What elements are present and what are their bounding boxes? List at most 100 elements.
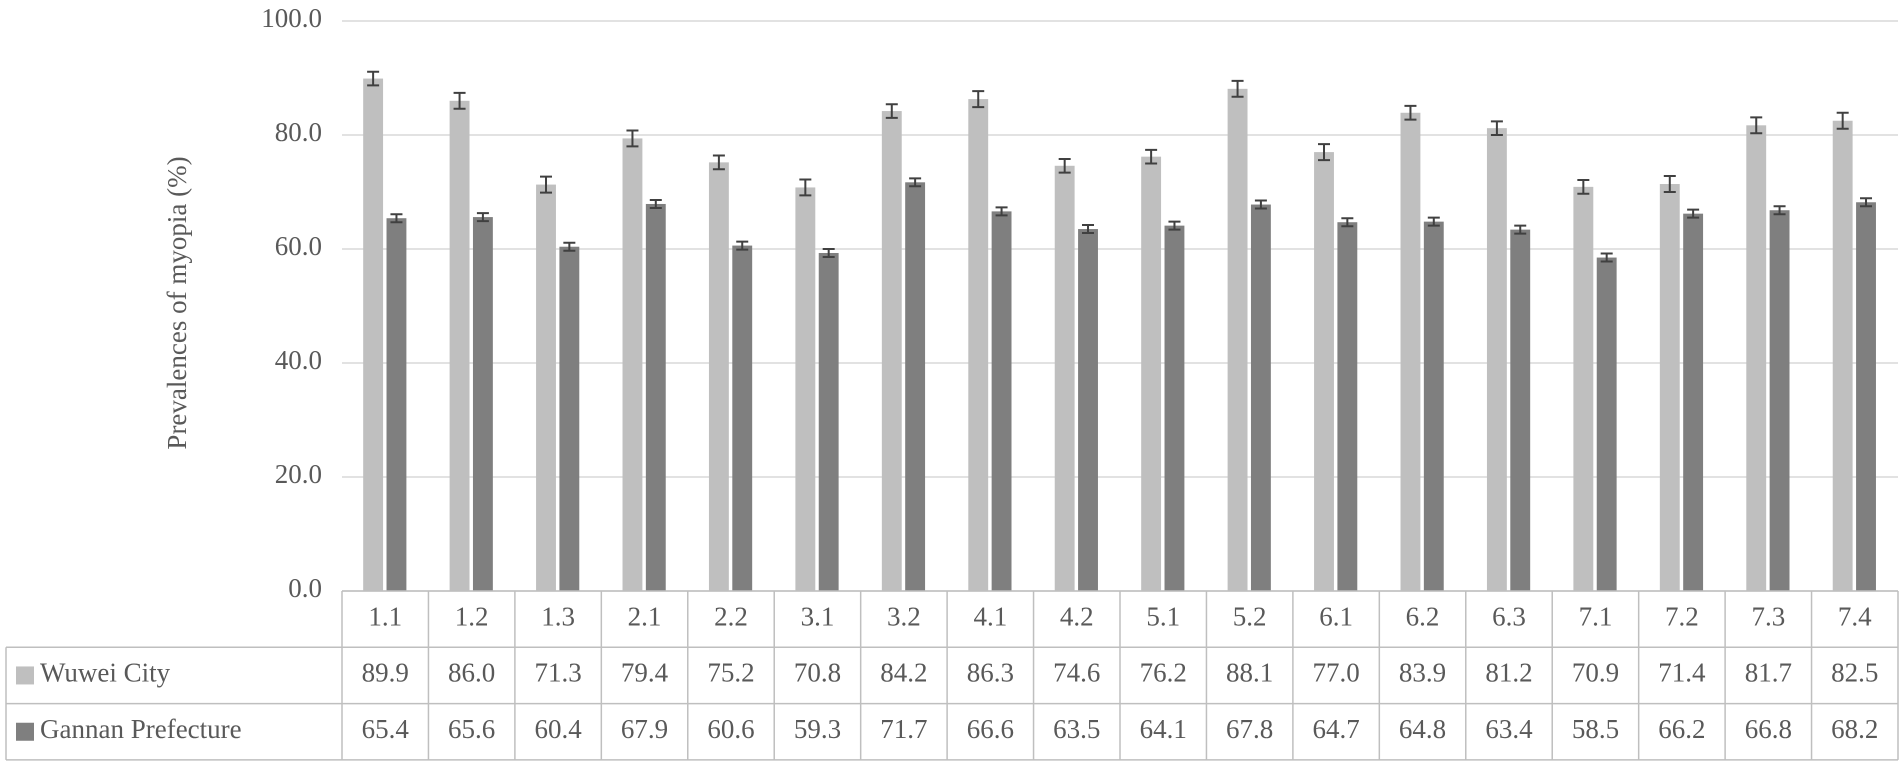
data-label: 71.7 bbox=[880, 714, 927, 744]
y-tick-label: 80.0 bbox=[275, 117, 322, 147]
data-label: 66.8 bbox=[1745, 714, 1792, 744]
x-tick-label: 6.1 bbox=[1319, 601, 1353, 631]
bar bbox=[1832, 120, 1853, 591]
error-bar bbox=[736, 240, 749, 251]
error-bar bbox=[822, 248, 835, 258]
bar bbox=[1856, 202, 1876, 591]
data-label: 71.3 bbox=[534, 658, 581, 688]
data-label: 65.4 bbox=[362, 714, 410, 744]
error-bar bbox=[1836, 111, 1849, 130]
data-label: 82.5 bbox=[1831, 658, 1878, 688]
error-bar bbox=[972, 90, 985, 109]
bar bbox=[1683, 213, 1704, 591]
x-tick-label: 6.2 bbox=[1406, 601, 1440, 631]
x-tick-label: 1.1 bbox=[368, 601, 402, 631]
data-label: 67.8 bbox=[1226, 714, 1273, 744]
bar bbox=[732, 245, 753, 591]
data-label: 66.6 bbox=[967, 714, 1014, 744]
error-bar bbox=[799, 178, 812, 197]
data-label: 64.1 bbox=[1140, 714, 1187, 744]
data-label: 89.9 bbox=[362, 658, 409, 688]
x-tick-label: 5.1 bbox=[1146, 601, 1180, 631]
error-bar bbox=[626, 129, 639, 148]
error-bar bbox=[367, 70, 380, 87]
error-bar bbox=[1427, 216, 1440, 227]
x-tick-label: 1.2 bbox=[455, 601, 489, 631]
bar bbox=[1659, 184, 1680, 591]
legend-swatch bbox=[16, 722, 34, 741]
x-tick-label: 1.3 bbox=[541, 601, 575, 631]
data-label: 70.9 bbox=[1572, 658, 1619, 688]
bar bbox=[968, 99, 989, 591]
data-label: 68.2 bbox=[1831, 714, 1878, 744]
error-bar bbox=[390, 213, 403, 224]
x-tick-label: 7.4 bbox=[1838, 601, 1872, 631]
y-tick-label: 0.0 bbox=[288, 573, 322, 603]
error-bar bbox=[1145, 148, 1158, 165]
legend-swatch bbox=[16, 666, 34, 685]
bar bbox=[1769, 210, 1790, 592]
bar bbox=[795, 187, 816, 591]
data-label: 71.4 bbox=[1658, 658, 1706, 688]
x-tick-label: 2.2 bbox=[714, 601, 748, 631]
x-tick-label: 5.2 bbox=[1233, 601, 1267, 631]
data-label: 70.8 bbox=[794, 658, 841, 688]
error-bar bbox=[1773, 205, 1786, 216]
error-bar bbox=[1577, 179, 1590, 195]
bar bbox=[1227, 88, 1248, 591]
data-label: 63.4 bbox=[1485, 714, 1533, 744]
legend-label: Gannan Prefecture bbox=[40, 714, 242, 744]
legend-label: Wuwei City bbox=[40, 658, 171, 688]
bar bbox=[1746, 125, 1767, 591]
error-bar bbox=[476, 212, 489, 223]
x-tick-label: 2.1 bbox=[628, 601, 662, 631]
data-label: 65.6 bbox=[448, 714, 495, 744]
data-label: 75.2 bbox=[707, 658, 754, 688]
error-bar bbox=[563, 241, 576, 252]
bar bbox=[1314, 152, 1334, 591]
data-label: 84.2 bbox=[880, 658, 927, 688]
error-bar bbox=[540, 175, 553, 194]
y-tick-label: 100.0 bbox=[261, 3, 322, 33]
data-label: 86.0 bbox=[448, 658, 495, 688]
error-bar bbox=[1687, 208, 1700, 219]
data-label: 76.2 bbox=[1140, 658, 1187, 688]
error-bar bbox=[1082, 224, 1095, 235]
error-bar bbox=[712, 154, 725, 171]
bar bbox=[991, 211, 1012, 591]
error-bar bbox=[1490, 120, 1503, 136]
x-tick-label: 6.3 bbox=[1492, 601, 1526, 631]
bar bbox=[708, 162, 729, 592]
data-label: 81.2 bbox=[1485, 658, 1532, 688]
x-tick-label: 7.2 bbox=[1665, 601, 1699, 631]
error-bar bbox=[453, 91, 466, 110]
error-bar bbox=[1058, 157, 1071, 174]
error-bar bbox=[1404, 104, 1417, 121]
x-tick-label: 3.1 bbox=[801, 601, 835, 631]
bar bbox=[1078, 229, 1098, 592]
error-bar bbox=[909, 177, 922, 188]
bar bbox=[1596, 257, 1617, 591]
error-bar bbox=[1254, 199, 1267, 210]
data-label: 63.5 bbox=[1053, 714, 1100, 744]
bar bbox=[536, 184, 556, 591]
bar bbox=[559, 246, 580, 591]
x-tick-label: 7.3 bbox=[1751, 601, 1785, 631]
data-label: 67.9 bbox=[621, 714, 668, 744]
bar bbox=[818, 252, 839, 592]
error-bar bbox=[1750, 116, 1763, 135]
error-bar bbox=[1341, 217, 1354, 228]
bar bbox=[622, 138, 643, 592]
data-label: 66.2 bbox=[1658, 714, 1705, 744]
error-bar bbox=[649, 198, 662, 209]
bar bbox=[386, 218, 407, 591]
error-bar bbox=[1168, 220, 1181, 231]
error-bar bbox=[1860, 197, 1873, 208]
data-label: 64.7 bbox=[1312, 714, 1359, 744]
bar bbox=[1573, 186, 1594, 591]
bar bbox=[881, 111, 902, 591]
bar bbox=[905, 182, 926, 591]
bar bbox=[472, 217, 493, 591]
bar bbox=[1510, 229, 1531, 591]
data-label: 86.3 bbox=[967, 658, 1014, 688]
